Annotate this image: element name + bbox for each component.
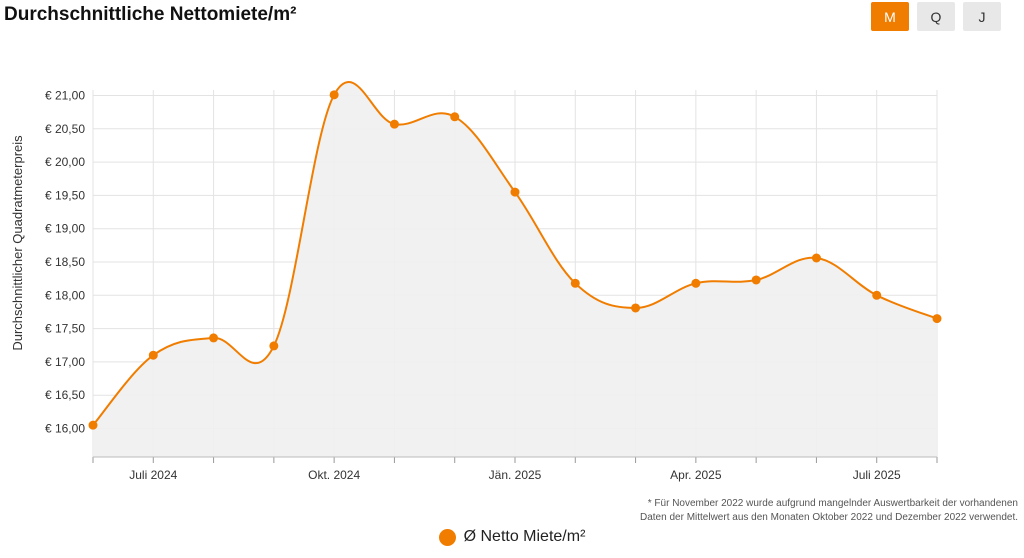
- y-axis-title: Durchschnittlicher Quadratmeterpreis: [10, 135, 25, 351]
- x-tick-label: Jän. 2025: [489, 468, 542, 482]
- data-point[interactable]: [631, 303, 641, 313]
- footnote-line-1: * Für November 2022 wurde aufgrund mange…: [647, 498, 1018, 509]
- toggle-month-button[interactable]: M: [871, 2, 909, 31]
- data-point[interactable]: [510, 187, 520, 197]
- y-tick-label: € 20,00: [45, 155, 85, 169]
- x-tick-label: Juli 2025: [853, 468, 901, 482]
- y-tick-label: € 21,00: [45, 89, 85, 103]
- period-toggle-group: M Q J: [871, 2, 1001, 31]
- axes: € 16,00 € 16,50 € 17,00 € 17,50 € 18,00 € 18,…: [45, 89, 938, 482]
- data-point[interactable]: [751, 275, 761, 285]
- data-point[interactable]: [329, 90, 339, 100]
- data-point[interactable]: [450, 112, 460, 122]
- data-point[interactable]: [691, 278, 701, 288]
- data-point[interactable]: [872, 290, 882, 300]
- series-line: [92, 81, 938, 426]
- y-tick-label: € 19,50: [45, 188, 85, 202]
- legend[interactable]: Ø Netto Miete/m²: [0, 528, 1024, 546]
- data-points: [88, 90, 942, 430]
- chart-title: Durchschnittliche Nettomiete/m²: [4, 4, 297, 25]
- y-tick-label: € 16,00: [45, 422, 85, 436]
- y-tick-label: € 18,50: [45, 255, 85, 269]
- toggle-quarter-button[interactable]: Q: [917, 2, 955, 31]
- footnote-line-2: Daten der Mittelwert aus den Monaten Okt…: [640, 512, 1018, 523]
- x-tick-label: Juli 2024: [129, 468, 177, 482]
- data-point[interactable]: [88, 420, 98, 430]
- legend-marker: [438, 528, 456, 546]
- y-tick-label: € 16,50: [45, 388, 85, 402]
- data-point[interactable]: [209, 333, 219, 343]
- y-tick-label: € 17,00: [45, 355, 85, 369]
- data-point[interactable]: [932, 314, 942, 324]
- data-point[interactable]: [148, 350, 158, 360]
- y-tick-label: € 20,50: [45, 122, 85, 136]
- y-tick-label: € 17,50: [45, 322, 85, 336]
- legend-label: Ø Netto Miete/m²: [463, 528, 586, 545]
- footnote: * Für November 2022 wurde aufgrund mange…: [598, 497, 1018, 525]
- y-tick-label: € 19,00: [45, 222, 85, 236]
- y-tick-label: € 18,00: [45, 288, 85, 302]
- data-point[interactable]: [570, 278, 580, 288]
- area-fill: [93, 81, 937, 458]
- line-chart: € 16,00 € 16,50 € 17,00 € 17,50 € 18,00 € 18,…: [10, 81, 942, 482]
- data-point[interactable]: [389, 119, 399, 129]
- data-point[interactable]: [269, 341, 279, 351]
- data-point[interactable]: [811, 253, 821, 263]
- x-tick-label: Apr. 2025: [670, 468, 722, 482]
- toggle-year-button[interactable]: J: [963, 2, 1001, 31]
- x-tick-label: Okt. 2024: [308, 468, 360, 482]
